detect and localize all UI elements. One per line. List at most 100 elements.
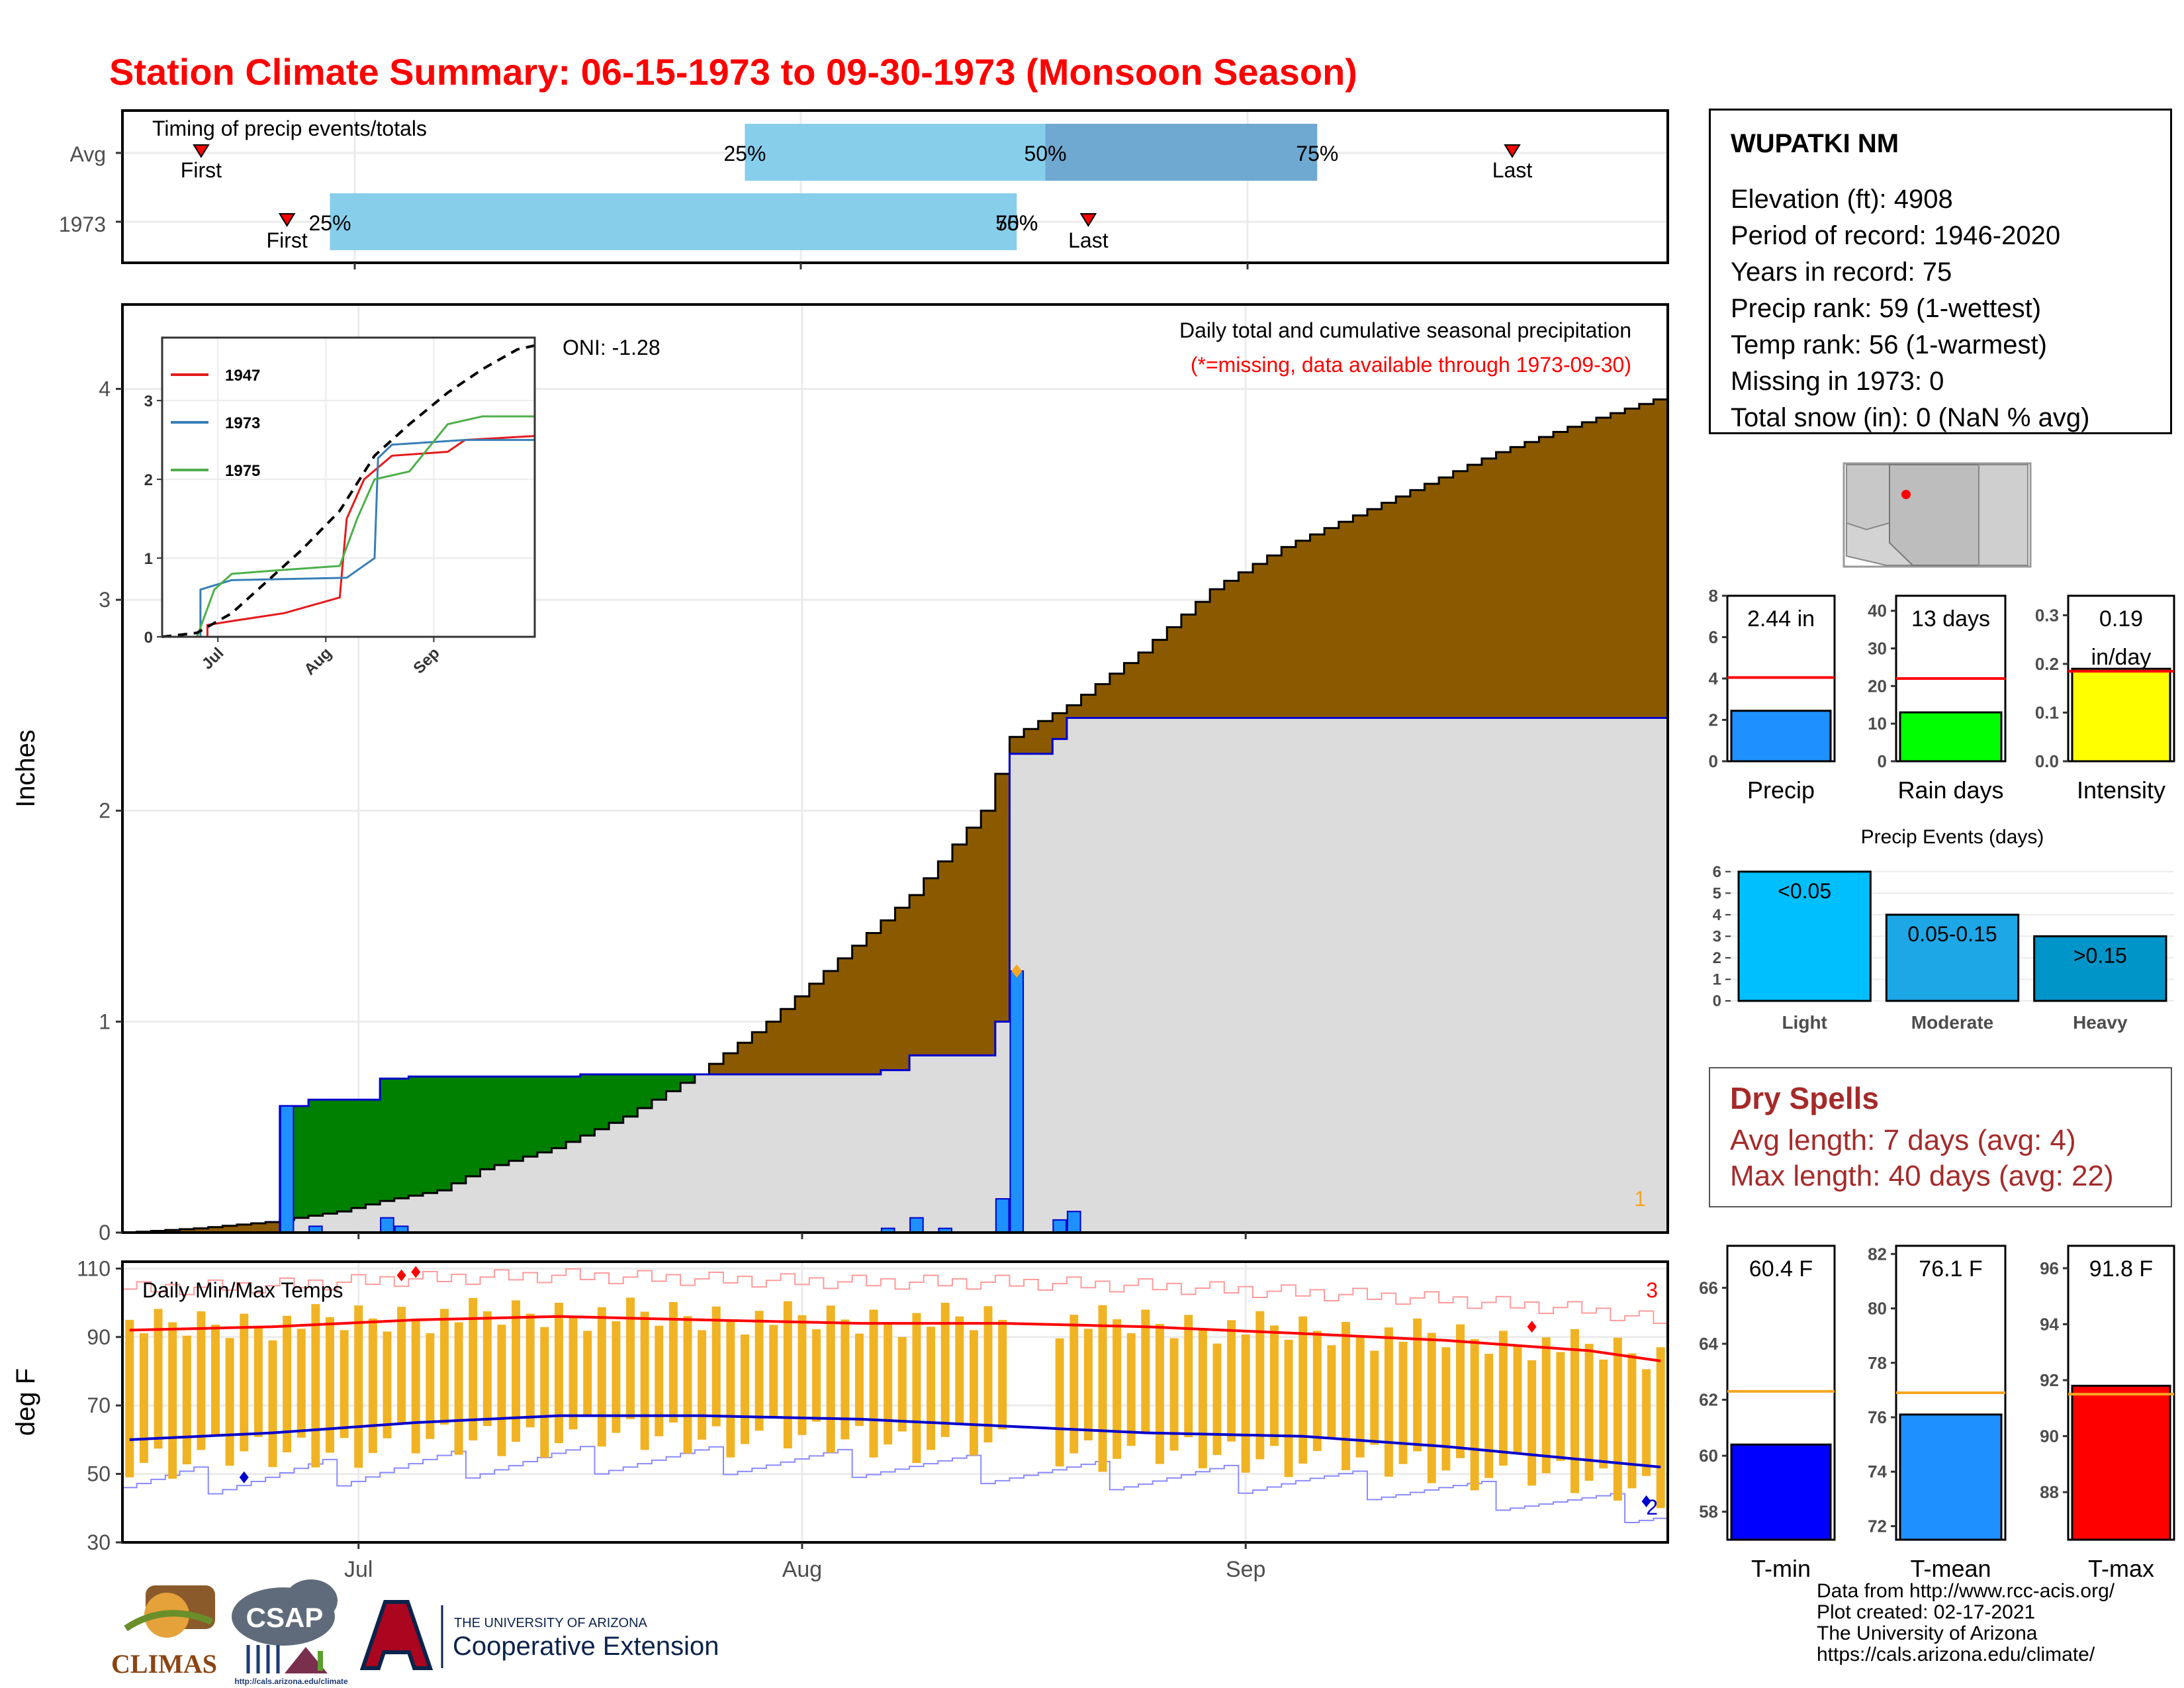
csap-logo-text: CSAP — [246, 1602, 324, 1633]
csap-cactus-icon — [318, 1651, 323, 1671]
record-high-marker — [1527, 1321, 1537, 1333]
daily-temp-range-bar — [1269, 1325, 1279, 1446]
avg-excess-area — [1410, 490, 1426, 718]
deficit-area — [1596, 718, 1612, 1233]
tmin-ytick-label: 64 — [1699, 1334, 1718, 1354]
avg-excess-area — [1009, 737, 1024, 754]
daily-temp-range-bar — [1327, 1345, 1336, 1438]
avg-excess-area — [895, 908, 910, 1070]
avg-excess-area — [1081, 694, 1096, 718]
deficit-area — [1224, 718, 1239, 1233]
deficit-area — [1324, 718, 1340, 1233]
surplus-area — [351, 1100, 367, 1208]
deficit-area — [408, 1196, 424, 1233]
temp-y-title: deg F — [11, 1368, 40, 1436]
deficit-area — [666, 1091, 681, 1233]
tmean-category-label: T-mean — [1910, 1555, 1991, 1582]
tmean-ytick-label: 80 — [1868, 1299, 1887, 1319]
daily-temp-range-bar — [912, 1313, 921, 1464]
daily-temp-range-bar — [1613, 1337, 1622, 1501]
deficit-area — [1052, 739, 1068, 1233]
precip-ytick-label: 4 — [1709, 669, 1719, 688]
rain-days-category-label: Rain days — [1897, 776, 2003, 804]
deficit-area — [1238, 718, 1253, 1233]
avg-excess-area — [1625, 408, 1640, 718]
deficit-area — [1424, 718, 1439, 1233]
avg-excess-area — [1253, 563, 1268, 718]
record-high-count: 3 — [1646, 1278, 1658, 1302]
avg-excess-area — [780, 1009, 796, 1075]
tmax-bar — [2071, 1384, 2171, 1541]
surplus-area — [566, 1076, 581, 1142]
events-bar-label: >0.15 — [2073, 943, 2127, 967]
tmax-value-label: 91.8 F — [2089, 1256, 2153, 1282]
tmax-ytick-label: 94 — [2040, 1314, 2059, 1334]
events-ytick-label: 4 — [1713, 906, 1722, 924]
main-y-title: Inches — [11, 729, 40, 808]
daily-temp-range-bar — [726, 1320, 735, 1458]
daily-temp-range-bar — [1599, 1359, 1608, 1469]
avg-excess-area — [766, 1021, 782, 1075]
deficit-area — [780, 1074, 796, 1233]
record-high-marker — [411, 1266, 421, 1278]
footer-plot-created: Plot created: 02-17-2021 — [1817, 1601, 2036, 1623]
footer-institution: The University of Arizona — [1817, 1622, 2038, 1644]
avg-excess-area — [1367, 509, 1383, 718]
surplus-area — [537, 1076, 553, 1152]
deficit-area — [623, 1116, 638, 1233]
daily-temp-range-bar — [612, 1321, 621, 1433]
daily-temp-range-bar — [368, 1318, 377, 1454]
surplus-area — [480, 1076, 495, 1170]
deficit-area — [1081, 718, 1096, 1233]
avg-excess-area — [752, 1032, 767, 1075]
avg-excess-area — [1481, 458, 1497, 718]
daily-temp-range-bar — [1126, 1333, 1136, 1446]
events-category-label: Moderate — [1911, 1012, 1993, 1033]
daily-temp-range-bar — [439, 1309, 449, 1425]
daily-temp-range-bar — [1055, 1338, 1064, 1467]
avg-excess-area — [1596, 418, 1612, 718]
daily-temp-range-bar — [869, 1309, 878, 1458]
deficit-area — [680, 1082, 696, 1233]
deficit-area — [709, 1074, 724, 1233]
intensity-unit-label: in/day — [2091, 645, 2152, 670]
avg-excess-area — [1066, 705, 1082, 718]
station-name: WUPATKI NM — [1731, 129, 1899, 158]
daily-temp-range-bar — [983, 1306, 993, 1443]
daily-temp-range-bar — [469, 1297, 478, 1440]
temp-ytick-label: 110 — [77, 1256, 111, 1280]
avg-excess-area — [880, 920, 896, 1070]
avg-cumulative-line — [122, 398, 1668, 1234]
avg-excess-area — [179, 1229, 195, 1233]
temp-background — [122, 1262, 1668, 1542]
deficit-area — [1281, 718, 1297, 1233]
deficit-area — [795, 1074, 810, 1233]
temp-frame — [121, 1260, 1669, 1544]
avg-excess-area — [1381, 502, 1396, 718]
main-missing-note: (*=missing, data available through 1973-… — [1191, 353, 1631, 377]
main-ytick-label: 1 — [99, 1009, 111, 1033]
deficit-area — [1138, 718, 1154, 1233]
surplus-area — [437, 1076, 452, 1191]
info-elevation: Elevation (ft): 4908 — [1731, 185, 1953, 214]
deficit-area — [1653, 718, 1668, 1233]
deficit-area — [451, 1183, 467, 1233]
avg-excess-area — [866, 933, 882, 1075]
events-ytick-label: 2 — [1713, 949, 1721, 967]
avg-excess-area — [1553, 432, 1569, 718]
deficit-area — [423, 1193, 438, 1233]
main-ytick-label: 3 — [99, 588, 111, 612]
daily-temp-range-bar — [741, 1334, 749, 1444]
record-low-count: 2 — [1646, 1495, 1658, 1519]
avg-excess-area — [1295, 540, 1311, 718]
avg-excess-area — [222, 1225, 238, 1233]
deficit-area — [1496, 718, 1511, 1233]
timing-year-bar — [330, 193, 1017, 250]
daily-temp-range-bar — [1212, 1343, 1222, 1455]
avg-excess-area — [1396, 496, 1411, 718]
tmin-ytick-label: 60 — [1699, 1446, 1718, 1466]
intensity-ytick-label: 0.0 — [2035, 751, 2059, 771]
daily-temp-range-bar — [1427, 1333, 1436, 1483]
tmean-ytick-label: 76 — [1868, 1407, 1887, 1427]
daily-temp-range-bar — [497, 1325, 506, 1456]
